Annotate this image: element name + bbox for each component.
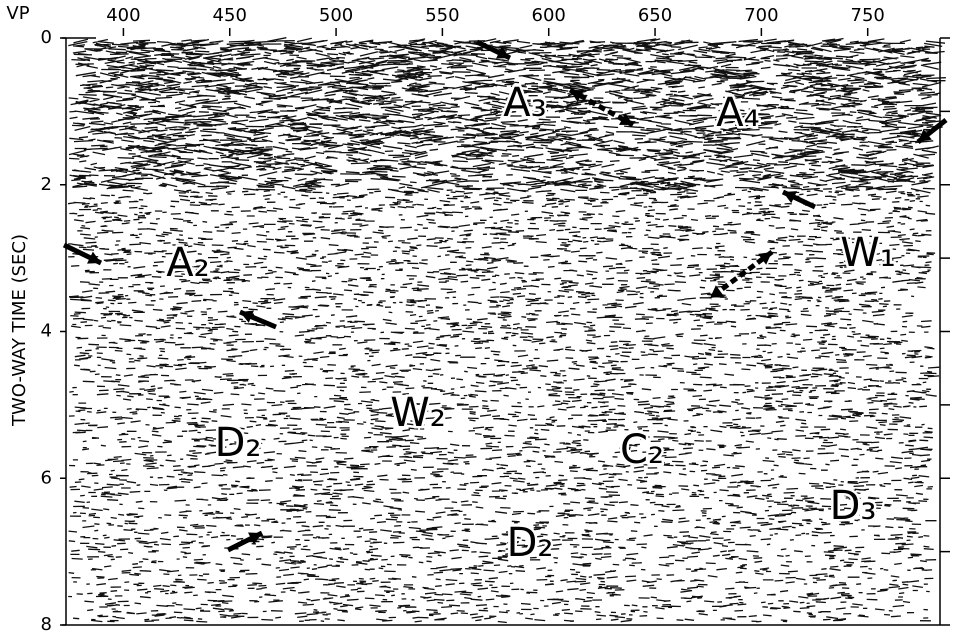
arrow-head (710, 285, 724, 298)
seismic-texture (67, 37, 946, 624)
x-tick-label: 400 (106, 5, 140, 26)
arrow-head (758, 252, 772, 265)
annotation: W₂ (390, 390, 446, 436)
annotation: D₂ (215, 420, 262, 466)
x-tick-label: 500 (319, 5, 353, 26)
x-axis-label: VP (6, 3, 29, 24)
arrow-head (570, 90, 584, 102)
annotation: W₁ (840, 230, 896, 276)
arrow-head (240, 310, 254, 323)
y-axis-label: TWO-WAY TIME (SEC) (9, 234, 30, 427)
x-tick-label: 450 (213, 5, 247, 26)
arrow-head (87, 251, 101, 264)
x-tick-label: 600 (532, 5, 566, 26)
x-tick-label: 750 (851, 5, 885, 26)
x-tick-label: 700 (744, 5, 778, 26)
x-tick-label: 650 (638, 5, 672, 26)
arrow-head (619, 113, 633, 125)
y-tick-label: 6 (41, 467, 52, 488)
annotation: C₂ (620, 427, 664, 473)
arrow (708, 249, 774, 301)
arrow-head (918, 129, 932, 142)
x-tick-label: 550 (425, 5, 459, 26)
annotation: A₃ (503, 80, 546, 126)
y-tick-label: 0 (41, 27, 52, 48)
arrow-head (248, 532, 262, 545)
annotation: D₂ (507, 520, 554, 566)
arrow-head (783, 191, 797, 204)
annotation: A₄ (716, 90, 759, 136)
annotation: D₃ (830, 483, 877, 529)
y-tick-label: 8 (41, 614, 52, 635)
y-tick-label: 4 (41, 321, 52, 342)
y-tick-label: 2 (41, 174, 52, 195)
annotation: A₂ (166, 240, 209, 286)
arrow-head (496, 46, 510, 59)
